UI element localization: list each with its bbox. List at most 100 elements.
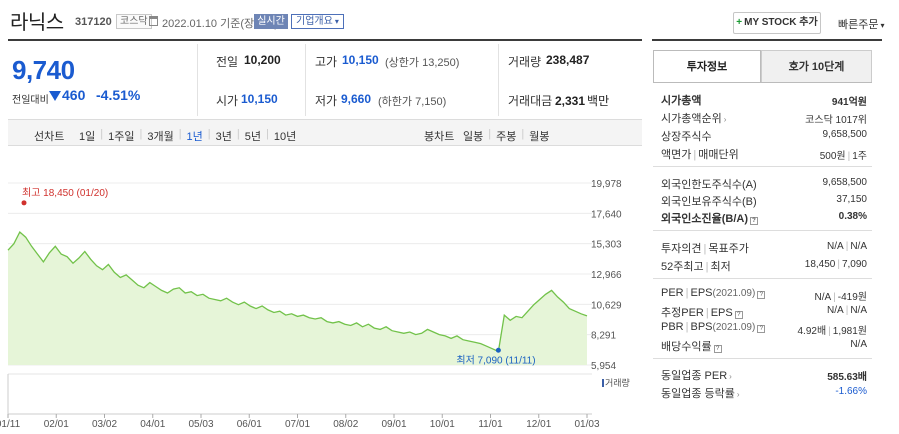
- company-overview-label: 기업개요: [296, 16, 333, 27]
- change-value: 460: [49, 87, 85, 103]
- info-icon[interactable]: ?: [757, 291, 766, 299]
- tab-line-period-3[interactable]: 1년: [186, 131, 203, 143]
- low-annotation: 최저 7,090 (11/11): [456, 354, 535, 366]
- cap-rank-label: 시가총액순위: [661, 113, 722, 125]
- info-icon[interactable]: ?: [713, 345, 722, 353]
- high-label: 고가: [315, 55, 338, 69]
- tab-line-period-1[interactable]: 1주일: [108, 131, 135, 143]
- cap-rank-link[interactable]: 시가총액순위 ›: [661, 110, 726, 126]
- foreign-limit-label: 외국인한도주식수(A): [661, 179, 757, 191]
- industry-per-value: 585.63배: [827, 372, 867, 383]
- par-label: 액면가: [661, 149, 692, 161]
- divider-line: [653, 278, 872, 279]
- volume-label: 거래량: [605, 377, 630, 388]
- x-tick-label: 01/11: [0, 419, 21, 430]
- tab-candle-period-1[interactable]: 주봉: [496, 131, 517, 143]
- market-cap-label: 시가총액: [661, 95, 702, 107]
- industry-rate-link[interactable]: 동일업종 등락률 ›: [661, 385, 740, 401]
- tab-orderbook[interactable]: 호가 10단계: [761, 50, 872, 83]
- lower-limit-value: 7,150): [415, 96, 447, 108]
- dividend-value: N/A: [850, 339, 867, 350]
- per-eps-value: N/A | -419원: [814, 292, 868, 303]
- tab-divider: |: [100, 128, 104, 140]
- foreign-ratio-value: 0.38%: [838, 211, 867, 222]
- tab-line-period-4[interactable]: 3년: [215, 131, 232, 143]
- quick-order-dropdown[interactable]: 빠른주문 ▾: [838, 16, 885, 32]
- divider-line: [8, 39, 642, 41]
- x-tick-label: 01/03: [574, 419, 599, 430]
- est-eps-value: N/A: [850, 305, 867, 316]
- change-amount: 460: [62, 87, 86, 103]
- shares-value: 9,658,500: [822, 129, 868, 140]
- divider-line: [498, 44, 499, 116]
- tab-divider: |: [139, 128, 143, 140]
- prev-close-label: 전일: [216, 55, 239, 69]
- tab-line-period-0[interactable]: 1일: [79, 131, 96, 143]
- y-tick-label: 10,629: [591, 300, 622, 311]
- x-tick-label: 08/02: [333, 419, 358, 430]
- est-per-label: 추정PER: [661, 307, 704, 319]
- est-eps-label: EPS: [710, 307, 733, 319]
- w52-low-value: 7,090: [841, 259, 867, 270]
- period-toolbar: [8, 119, 642, 146]
- info-icon[interactable]: ?: [757, 325, 766, 333]
- high-marker: [21, 200, 27, 206]
- x-tick-label: 11/01: [478, 419, 503, 430]
- y-tick-label: 19,978: [591, 179, 622, 190]
- add-mystock-button[interactable]: + MY STOCK 추가: [733, 12, 821, 34]
- price-area: [8, 232, 587, 365]
- divider-line: [653, 166, 872, 167]
- tab-line-period-2[interactable]: 3개월: [147, 131, 174, 143]
- x-tick-label: 04/01: [140, 419, 165, 430]
- info-icon[interactable]: ?: [734, 311, 743, 319]
- divider-line: [652, 39, 882, 41]
- industry-per-link[interactable]: 동일업종 PER ›: [661, 367, 732, 383]
- add-mystock-label: MY STOCK 추가: [744, 17, 818, 28]
- tab-divider: |: [207, 128, 211, 140]
- quick-order-label: 빠른주문: [838, 19, 879, 31]
- par-unit-label: 액면가 | 매매단위: [661, 149, 739, 161]
- pbr-bps-value: 4.92배 | 1,981원: [797, 326, 867, 337]
- y-tick-label: 17,640: [591, 209, 622, 220]
- amount-unit: 백만: [587, 94, 610, 108]
- foreign-hold-value: 37,150: [836, 194, 867, 205]
- foreign-ratio-label: 외국인소진율(B/A)?: [661, 210, 758, 226]
- pbr-value: 4.92배: [797, 326, 827, 337]
- chevron-down-icon: ▾: [880, 21, 885, 30]
- bps-label: BPS: [690, 321, 713, 333]
- volume-legend-icon: [602, 379, 604, 387]
- shares-label: 상장주식수: [661, 131, 712, 143]
- low-value: 9,660: [341, 92, 372, 106]
- candle-period-tabs: 일봉 | 주봉 | 월봉: [463, 128, 549, 144]
- unit-label: 매매단위: [698, 149, 739, 161]
- price-chart[interactable]: 19,978 17,640 15,303 12,966 10,629 8,291 5,954…: [0, 150, 645, 434]
- upper-limit-value: 13,250): [422, 57, 460, 69]
- live-badge[interactable]: 실시간: [254, 14, 288, 29]
- low-marker: [495, 347, 501, 353]
- date-text: 2022.01.10 기준(장마감): [162, 18, 279, 30]
- est-per-value: N/A: [827, 305, 844, 316]
- divider-line: [305, 44, 306, 116]
- info-icon[interactable]: ?: [750, 217, 758, 225]
- w52-label: 52주최고 | 최저: [661, 261, 731, 273]
- pbr-bps-label: PBR | BPS(2021.09)?: [661, 321, 766, 333]
- divider-line: [653, 230, 872, 231]
- amount-number: 2,331: [555, 94, 586, 108]
- tab-candle-period-0[interactable]: 일봉: [463, 131, 484, 143]
- par-value: 500원: [819, 151, 846, 162]
- amount-value: 2,331 백만: [555, 92, 609, 109]
- tab-line-period-6[interactable]: 10년: [273, 131, 297, 143]
- tab-candle-period-2[interactable]: 월봉: [529, 131, 550, 143]
- par-unit-value: 500원 | 1주: [819, 151, 867, 162]
- down-arrow-icon: [49, 91, 61, 101]
- tab-divider: |: [521, 128, 525, 140]
- tab-line-period-5[interactable]: 5년: [244, 131, 262, 143]
- volume-label: 거래량: [508, 55, 542, 69]
- per-value: N/A: [814, 292, 832, 303]
- tab-invest-info[interactable]: 투자정보: [653, 50, 761, 83]
- foreign-ratio-text: 외국인소진율(B/A): [661, 213, 748, 225]
- w52-high-label: 52주최고: [661, 261, 704, 273]
- company-overview-dropdown[interactable]: 기업개요 ▾: [291, 14, 344, 29]
- est-per-eps-label: 추정PER | EPS?: [661, 304, 743, 320]
- lower-limit: (하한가 7,150): [378, 93, 446, 109]
